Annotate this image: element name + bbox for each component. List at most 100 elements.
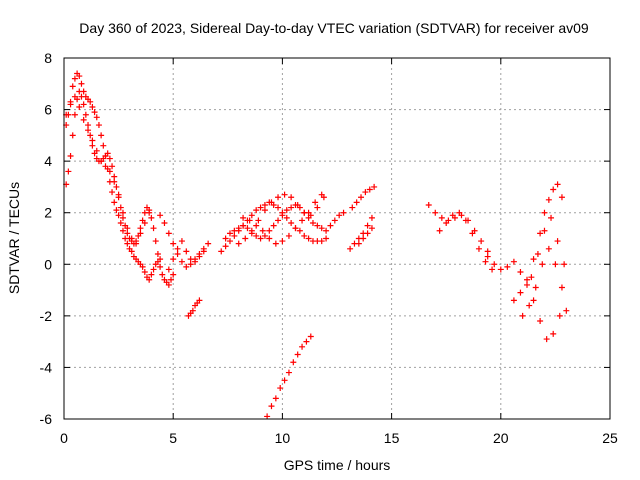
data-point bbox=[109, 163, 116, 170]
data-point bbox=[100, 142, 107, 149]
data-point bbox=[336, 212, 343, 219]
data-point bbox=[248, 212, 255, 219]
data-point bbox=[65, 168, 72, 175]
data-point bbox=[541, 209, 548, 216]
data-point bbox=[205, 240, 212, 247]
data-point bbox=[71, 93, 78, 100]
data-point bbox=[281, 191, 288, 198]
data-point bbox=[80, 116, 87, 123]
data-point bbox=[71, 75, 78, 82]
data-point bbox=[119, 227, 126, 234]
series-arc14 bbox=[355, 225, 375, 247]
x-tick-label: 20 bbox=[493, 430, 509, 446]
data-point bbox=[272, 240, 279, 247]
data-point bbox=[133, 240, 140, 247]
data-point bbox=[368, 214, 375, 221]
data-point bbox=[244, 225, 251, 232]
data-point bbox=[157, 256, 164, 263]
data-point bbox=[541, 227, 548, 234]
data-point bbox=[279, 212, 286, 219]
data-point bbox=[231, 227, 238, 234]
data-point bbox=[159, 271, 166, 278]
series-arc12 bbox=[349, 183, 378, 211]
data-point bbox=[550, 330, 557, 337]
data-point bbox=[124, 225, 131, 232]
data-point bbox=[510, 297, 517, 304]
data-point bbox=[178, 238, 185, 245]
data-point bbox=[218, 248, 225, 255]
axis-ticks: 0 5 10 15 20 25 -6 -4 -2 0 2 4 6 8 bbox=[40, 50, 618, 446]
data-point bbox=[290, 359, 297, 366]
data-point bbox=[124, 230, 131, 237]
data-point bbox=[170, 240, 177, 247]
data-point bbox=[537, 318, 544, 325]
data-point bbox=[285, 232, 292, 239]
data-point bbox=[187, 261, 194, 268]
data-point bbox=[323, 235, 330, 242]
data-point bbox=[275, 194, 282, 201]
grid-layer bbox=[64, 58, 610, 419]
data-point bbox=[530, 297, 537, 304]
data-point bbox=[165, 266, 172, 273]
data-point bbox=[113, 207, 120, 214]
data-point bbox=[115, 212, 122, 219]
data-point bbox=[189, 307, 196, 314]
data-point bbox=[279, 238, 286, 245]
data-point bbox=[170, 271, 177, 278]
series-arc13 bbox=[347, 214, 375, 252]
data-point bbox=[558, 284, 565, 291]
data-point bbox=[111, 173, 118, 180]
chart-title: Day 360 of 2023, Sidereal Day-to-day VTE… bbox=[79, 20, 589, 36]
data-point bbox=[296, 227, 303, 234]
data-point bbox=[235, 225, 242, 232]
series-arc5 bbox=[165, 238, 207, 273]
data-point bbox=[552, 261, 559, 268]
data-point bbox=[154, 250, 161, 257]
data-point bbox=[484, 253, 491, 260]
data-point bbox=[71, 111, 78, 118]
data-point bbox=[517, 289, 524, 296]
data-point bbox=[312, 199, 319, 206]
data-point bbox=[106, 155, 113, 162]
data-point bbox=[554, 238, 561, 245]
data-point bbox=[248, 227, 255, 234]
data-point bbox=[98, 158, 105, 165]
data-point bbox=[255, 217, 262, 224]
data-point bbox=[196, 253, 203, 260]
data-point bbox=[314, 204, 321, 211]
series-arc15 bbox=[425, 201, 491, 255]
data-point bbox=[299, 343, 306, 350]
data-point bbox=[272, 395, 279, 402]
data-point bbox=[469, 230, 476, 237]
data-point bbox=[288, 194, 295, 201]
data-point bbox=[78, 80, 85, 87]
data-point bbox=[482, 258, 489, 265]
data-point bbox=[563, 307, 570, 314]
data-point bbox=[91, 109, 98, 116]
data-point bbox=[303, 338, 310, 345]
data-point bbox=[307, 333, 314, 340]
x-axis-label: GPS time / hours bbox=[284, 457, 391, 473]
data-point bbox=[141, 220, 148, 227]
data-point bbox=[548, 214, 555, 221]
data-point bbox=[257, 204, 264, 211]
data-point bbox=[266, 227, 273, 234]
data-point bbox=[128, 235, 135, 242]
plot-frame bbox=[63, 57, 611, 420]
series-arc20 bbox=[528, 214, 568, 281]
data-point bbox=[174, 245, 181, 252]
data-point bbox=[89, 103, 96, 110]
y-tick-label: -6 bbox=[40, 411, 53, 427]
data-point bbox=[157, 212, 164, 219]
data-point bbox=[327, 222, 334, 229]
data-point bbox=[261, 232, 268, 239]
data-point bbox=[340, 209, 347, 216]
data-point bbox=[537, 230, 544, 237]
y-axis-label: SDTVAR / TECUs bbox=[6, 182, 22, 294]
data-point bbox=[268, 199, 275, 206]
data-point bbox=[347, 245, 354, 252]
data-point bbox=[318, 225, 325, 232]
data-point bbox=[137, 225, 144, 232]
data-point bbox=[183, 248, 190, 255]
